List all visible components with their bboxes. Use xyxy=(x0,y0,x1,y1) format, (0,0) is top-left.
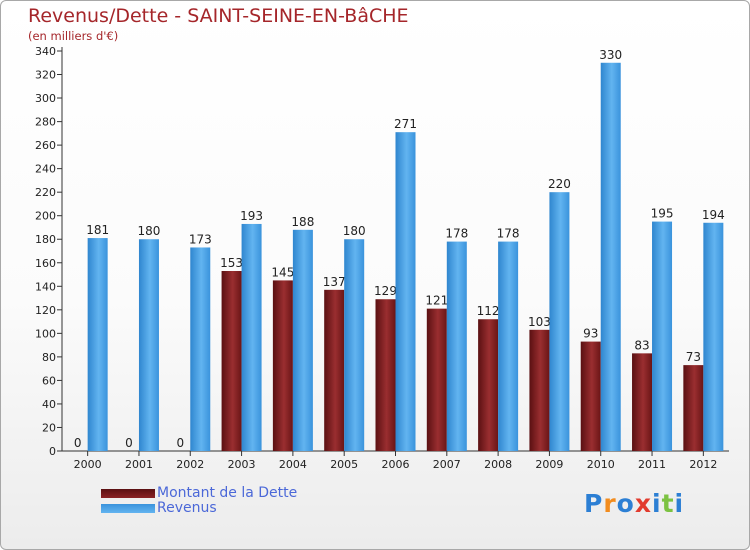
y-tick-label: 280 xyxy=(35,116,56,129)
data-label-dette: 103 xyxy=(528,315,551,329)
y-tick-label: 180 xyxy=(35,233,56,246)
y-tick-label: 160 xyxy=(35,257,56,270)
legend-swatch-dette xyxy=(101,489,155,498)
x-tick-label: 2002 xyxy=(176,458,204,471)
data-label-dette: 137 xyxy=(323,275,346,289)
data-label-dette: 73 xyxy=(686,350,701,364)
data-label-dette: 121 xyxy=(425,294,448,308)
data-label-revenus: 195 xyxy=(651,207,674,221)
data-label-dette: 129 xyxy=(374,284,397,298)
legend-label-revenus: Revenus xyxy=(157,500,217,516)
y-tick-label: 60 xyxy=(42,374,56,387)
bar-revenus xyxy=(395,132,416,452)
logo-letter: i xyxy=(674,489,685,518)
data-label-dette: 153 xyxy=(220,256,243,270)
x-tick-label: 2006 xyxy=(382,458,410,471)
x-tick-label: 2009 xyxy=(535,458,563,471)
logo-letter: x xyxy=(634,489,652,518)
x-tick-label: 2008 xyxy=(484,458,512,471)
bar-dette xyxy=(478,319,499,451)
data-label-revenus: 178 xyxy=(497,227,520,241)
bar-revenus xyxy=(703,222,724,451)
data-label-revenus: 180 xyxy=(343,224,366,238)
y-tick-label: 20 xyxy=(42,421,56,434)
bar-revenus xyxy=(446,241,467,451)
bar-dette xyxy=(529,329,550,451)
bar-dette xyxy=(683,365,704,451)
y-tick-label: 0 xyxy=(49,445,56,458)
data-label-revenus: 178 xyxy=(445,227,468,241)
x-tick-label: 2003 xyxy=(228,458,256,471)
y-tick-label: 240 xyxy=(35,163,56,176)
data-label-dette: 145 xyxy=(271,265,294,279)
bar-dette xyxy=(324,289,345,451)
x-tick-label: 2012 xyxy=(689,458,717,471)
data-label-dette: 0 xyxy=(74,436,82,450)
logo-letter: t xyxy=(661,489,675,518)
bar-revenus xyxy=(292,229,313,451)
data-label-revenus: 220 xyxy=(548,177,571,191)
y-tick-label: 340 xyxy=(35,45,56,58)
logo-letter: P xyxy=(584,489,604,518)
y-tick-label: 320 xyxy=(35,69,56,82)
data-label-revenus: 181 xyxy=(86,223,109,237)
legend-label-dette: Montant de la Dette xyxy=(157,485,298,501)
data-label-dette: 0 xyxy=(176,436,184,450)
bar-revenus xyxy=(241,223,262,451)
data-label-revenus: 193 xyxy=(240,209,263,223)
logo-letter: r xyxy=(603,489,617,518)
data-label-dette: 112 xyxy=(477,304,500,318)
y-tick-label: 260 xyxy=(35,139,56,152)
x-tick-label: 2001 xyxy=(125,458,153,471)
bar-revenus xyxy=(600,62,621,451)
y-tick-label: 120 xyxy=(35,304,56,317)
bar-dette xyxy=(632,353,653,451)
y-tick-label: 220 xyxy=(35,186,56,199)
bar-revenus xyxy=(138,239,159,451)
y-tick-label: 40 xyxy=(42,398,56,411)
y-tick-label: 100 xyxy=(35,327,56,340)
x-tick-label: 2011 xyxy=(638,458,666,471)
logo-letter: o xyxy=(616,489,635,518)
y-tick-label: 300 xyxy=(35,92,56,105)
proxiti-logo: Proxiti xyxy=(584,489,684,518)
x-tick-label: 2005 xyxy=(330,458,358,471)
data-label-dette: 93 xyxy=(583,327,598,341)
data-label-revenus: 173 xyxy=(189,232,212,246)
bar-revenus xyxy=(87,238,108,451)
bar-dette xyxy=(272,280,293,451)
data-label-dette: 83 xyxy=(634,338,649,352)
bar-revenus xyxy=(549,192,570,452)
data-label-revenus: 188 xyxy=(291,215,314,229)
bar-dette xyxy=(426,308,447,451)
bar-revenus xyxy=(190,247,211,451)
chart-subtitle: (en milliers d'€) xyxy=(28,29,119,43)
bar-revenus xyxy=(652,221,673,451)
y-tick-label: 80 xyxy=(42,351,56,364)
x-tick-label: 2000 xyxy=(74,458,102,471)
bar-revenus xyxy=(498,241,519,451)
chart-title: Revenus/Dette - SAINT-SEINE-EN-BâCHE xyxy=(28,5,409,27)
x-tick-label: 2004 xyxy=(279,458,307,471)
y-tick-label: 140 xyxy=(35,280,56,293)
bar-revenus xyxy=(344,239,365,451)
data-label-dette: 0 xyxy=(125,436,133,450)
data-label-revenus: 271 xyxy=(394,117,417,131)
logo-letter: i xyxy=(652,489,662,518)
bar-dette xyxy=(221,271,242,451)
legend-swatch-revenus xyxy=(101,504,155,513)
y-tick-label: 200 xyxy=(35,210,56,223)
data-label-revenus: 194 xyxy=(702,208,725,222)
data-label-revenus: 330 xyxy=(599,48,622,62)
bar-dette xyxy=(580,341,601,451)
bar-dette xyxy=(375,299,396,451)
data-label-revenus: 180 xyxy=(138,224,161,238)
x-tick-label: 2007 xyxy=(433,458,461,471)
x-tick-label: 2010 xyxy=(587,458,615,471)
